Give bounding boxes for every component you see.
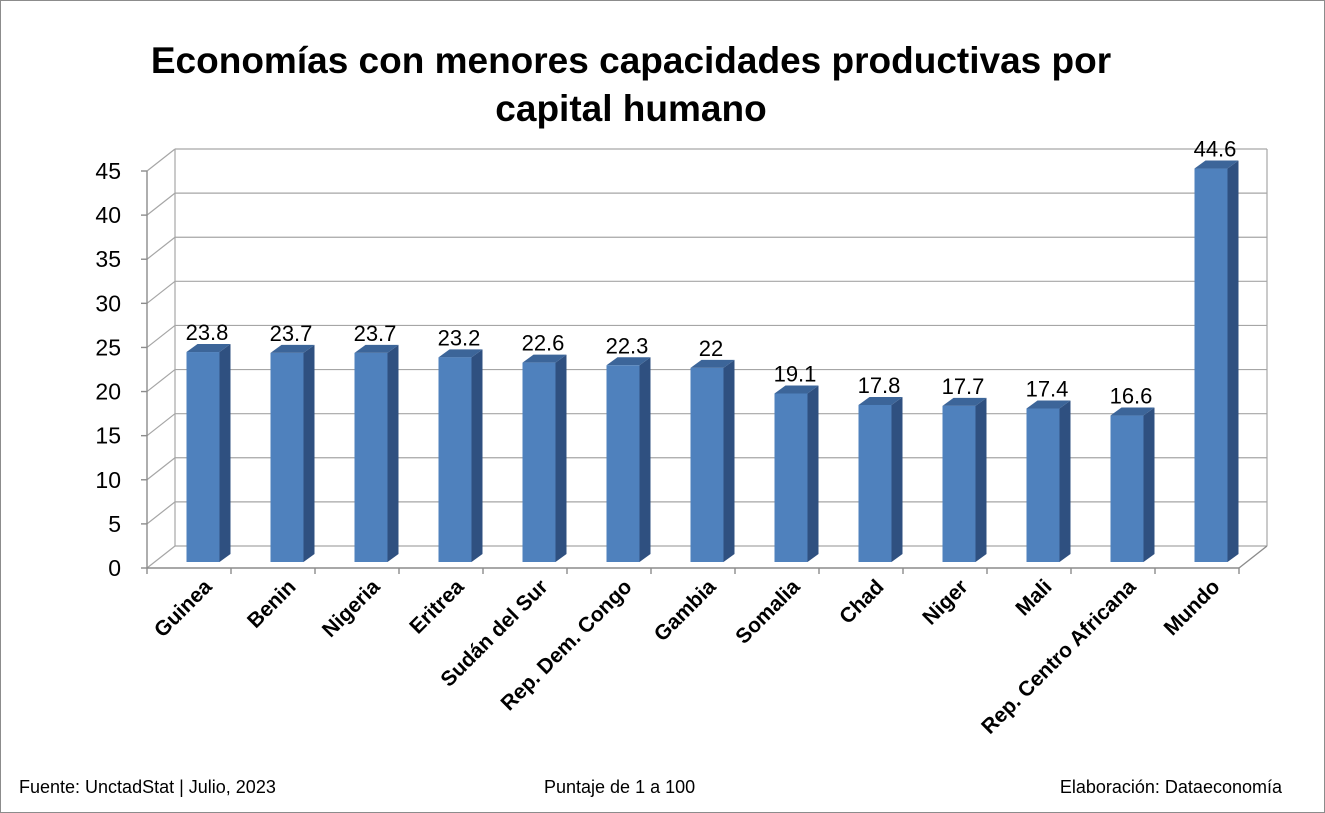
gridline-side	[146, 236, 176, 260]
gridline-side	[146, 501, 176, 525]
data-label: 44.6	[1194, 137, 1237, 162]
bar	[690, 367, 724, 562]
bar-top	[774, 385, 819, 394]
bar-side	[555, 354, 567, 562]
y-tick-label: 40	[95, 202, 121, 228]
bar-side	[807, 385, 819, 562]
data-label: 17.7	[942, 374, 985, 399]
bar-top	[186, 344, 231, 353]
y-tick-label: 15	[95, 423, 121, 449]
data-label: 22.3	[606, 333, 649, 358]
bar	[774, 393, 808, 562]
y-tick-label: 20	[95, 379, 121, 405]
bar	[1194, 168, 1228, 563]
gridline-side	[146, 280, 176, 304]
bar-top	[690, 359, 735, 368]
data-label: 23.2	[438, 325, 481, 350]
bar-top	[270, 344, 315, 353]
bar-top	[858, 396, 903, 405]
y-tick-label: 10	[95, 467, 121, 493]
x-tick-label: Mali	[1011, 575, 1056, 620]
gridline-side	[146, 413, 176, 437]
data-label: 17.4	[1026, 376, 1069, 401]
y-tick-label: 25	[95, 334, 121, 360]
bar	[606, 365, 640, 562]
footer-source: Fuente: UnctadStat | Julio, 2023	[19, 777, 276, 797]
bar-side	[387, 344, 399, 562]
data-label: 23.7	[354, 321, 397, 346]
bar-top	[1194, 160, 1239, 169]
floor-edge	[1238, 545, 1268, 569]
gridline-side	[146, 148, 176, 172]
data-label: 17.8	[858, 373, 901, 398]
chart-title: Economías con menores capacidades produc…	[150, 40, 1112, 129]
bar-top	[1110, 407, 1155, 416]
bar-top	[942, 397, 987, 406]
bar-side	[219, 344, 231, 562]
y-tick-label: 0	[108, 555, 121, 581]
y-tick-label: 45	[95, 158, 121, 184]
bar-top	[438, 349, 483, 358]
bar-top	[354, 344, 399, 353]
bar-side	[471, 349, 483, 562]
bar-side	[975, 397, 987, 562]
y-tick-label: 30	[95, 290, 121, 316]
bar	[270, 352, 304, 562]
data-label: 23.7	[270, 321, 313, 346]
x-tick-label: Guinea	[150, 575, 217, 642]
bar	[354, 352, 388, 562]
y-tick-label: 35	[95, 246, 121, 272]
bar	[858, 404, 892, 562]
bar	[438, 357, 472, 562]
bar-top	[606, 357, 651, 366]
bar	[942, 405, 976, 562]
x-tick-label: Somalia	[731, 575, 804, 648]
footer-credit: Elaboración: Dataeconomía	[1059, 777, 1282, 797]
y-tick-label: 5	[108, 511, 121, 537]
x-tick-label: Gambia	[650, 575, 721, 646]
x-tick-label: Benin	[243, 575, 301, 633]
bar-top	[522, 354, 567, 363]
gridline-side	[146, 192, 176, 216]
bar	[1110, 415, 1144, 562]
x-tick-label: Rep. Centro Africana	[977, 575, 1141, 739]
bar-side	[1059, 400, 1071, 562]
footer-units: Puntaje de 1 a 100	[544, 777, 696, 797]
bar-side	[723, 359, 735, 562]
bar	[1026, 408, 1060, 562]
data-label: 19.1	[774, 361, 817, 386]
bar-side	[639, 357, 651, 562]
data-label: 22	[699, 336, 723, 361]
bar-side	[1143, 407, 1155, 562]
x-tick-label: Mundo	[1160, 575, 1225, 640]
bar	[522, 362, 556, 562]
bar-side	[1227, 160, 1239, 563]
data-label: 16.6	[1110, 384, 1153, 409]
x-tick-label: Nigeria	[318, 575, 385, 642]
x-tick-label: Eritrea	[405, 575, 469, 639]
bar	[186, 352, 220, 562]
bar-side	[891, 396, 903, 562]
gridline-side	[146, 457, 176, 481]
gridline-side	[146, 324, 176, 348]
gridline-side	[146, 369, 176, 393]
bar-top	[1026, 400, 1071, 409]
gridline-side	[146, 545, 176, 569]
data-label: 22.6	[522, 331, 565, 356]
x-tick-label: Niger	[918, 575, 972, 629]
bar-side	[303, 344, 315, 562]
data-label: 23.8	[186, 320, 229, 345]
x-tick-label: Chad	[835, 575, 888, 628]
